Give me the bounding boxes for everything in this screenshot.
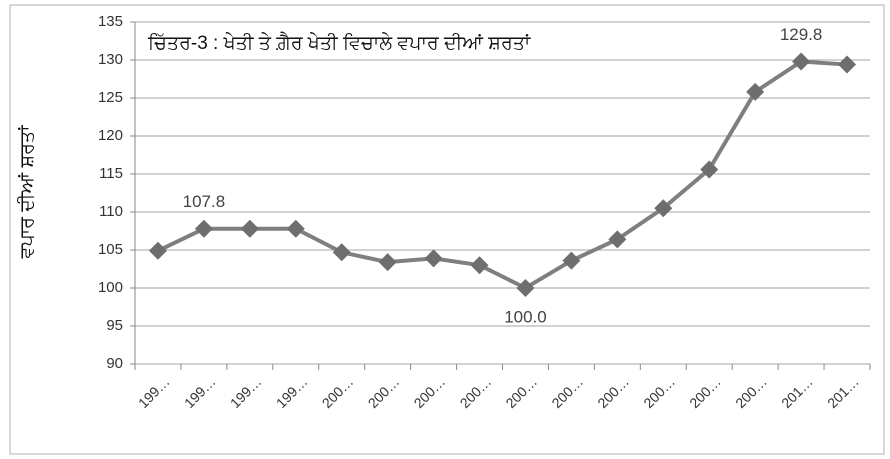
marker [424,249,443,268]
marker [608,230,627,249]
marker [838,55,857,74]
marker [148,241,167,260]
marker [332,243,351,262]
marker [654,199,673,218]
y-tick-label: 110 [99,203,123,220]
marker [378,253,397,272]
y-tick-label: 105 [98,241,123,258]
y-tick-label: 125 [98,89,123,106]
marker [240,219,259,238]
line [157,59,848,291]
marker [792,52,811,71]
y-tick-label: 135 [98,13,123,30]
chart-frame [9,4,885,455]
marker [470,256,489,275]
marker [746,82,765,101]
data-label: 129.8 [780,25,823,44]
y-tick-label: 120 [98,127,123,144]
marker [516,279,535,297]
data-label: 107.8 [183,192,226,211]
marker [286,219,305,238]
marker [194,219,213,238]
y-axis-label: ਵਪਾਰ ਦੀਆਂ ਸ਼ਰਤਾਂ [16,125,38,260]
y-tick-label: 95 [106,317,123,334]
y-tick-label: 115 [99,165,123,182]
y-tick-label: 100 [98,279,123,296]
y-tick-label: 90 [106,355,123,372]
chart-title: ਚਿੱਤਰ-3 : ਖੇਤੀ ਤੇ ਗ਼ੈਰ ਖੇਤੀ ਵਿਚਾਲੇ ਵਪਾਰ … [147,31,531,54]
y-tick-label: 130 [98,51,123,68]
marker [700,160,719,179]
marker [562,251,581,270]
data-label: 100.0 [504,307,547,326]
